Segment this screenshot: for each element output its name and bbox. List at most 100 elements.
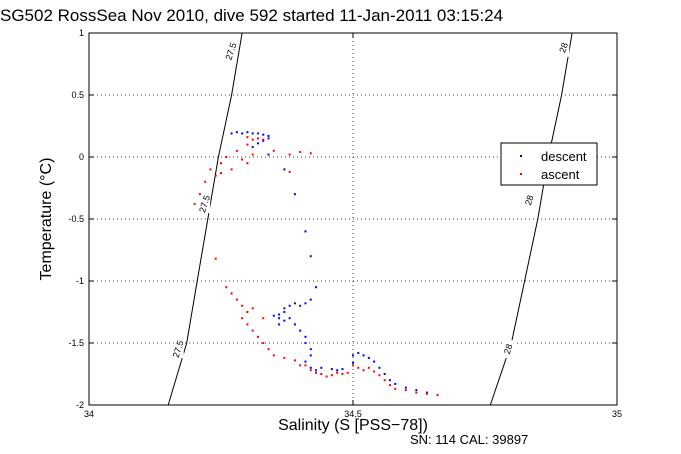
isopycnal-label: 28 (557, 41, 570, 54)
ascent-point (299, 364, 302, 367)
ascent-point (246, 136, 249, 139)
ascent-point (352, 364, 354, 367)
ascent-point (293, 359, 296, 362)
legend-box (500, 142, 598, 186)
descent-point (394, 382, 397, 385)
descent-point (315, 286, 318, 289)
descent-point (367, 356, 370, 359)
x-axis-label: Salinity (S [PSS−78]) (278, 417, 428, 434)
y-tick-label: -1 (76, 276, 84, 286)
descent-point (362, 354, 365, 357)
descent-point (272, 314, 275, 317)
isopycnal-label-bg (559, 38, 570, 57)
ascent-point (283, 356, 286, 359)
ascent-point (341, 373, 344, 375)
ascent-point (262, 317, 265, 320)
ascent-point (198, 193, 201, 196)
descent-point (283, 168, 286, 171)
ascent-point (214, 257, 217, 260)
descent-point (383, 373, 386, 375)
ascent-point (246, 162, 249, 165)
legend-marker (520, 173, 522, 175)
descent-point (309, 354, 312, 357)
descent-point (251, 146, 254, 149)
ascent-point (378, 374, 381, 377)
legend-marker (520, 155, 522, 157)
ascent-point (214, 174, 217, 177)
ascent-point (346, 371, 349, 374)
ascent-point (325, 375, 328, 378)
descent-point (378, 366, 381, 369)
descent-point (283, 307, 286, 310)
y-axis-label: Temperature (°C) (38, 157, 55, 281)
descent-point (278, 317, 281, 320)
x-tick-label: 34 (84, 409, 94, 419)
descent-point (262, 139, 265, 142)
ascent-point (373, 370, 376, 373)
ascent-point (436, 394, 439, 397)
ascent-point (256, 335, 259, 338)
descent-point (293, 302, 296, 305)
isopycnal-label-bg (503, 340, 514, 359)
ascent-point (204, 180, 207, 183)
descent-point (267, 137, 270, 140)
ascent-point (388, 384, 391, 387)
ascent-point (251, 307, 254, 310)
descent-point (278, 323, 281, 326)
descent-point (256, 132, 259, 135)
isopycnal-label-bg (200, 195, 211, 214)
descent-point (309, 348, 312, 351)
ascent-point (251, 138, 254, 141)
legend-label: ascent (541, 167, 580, 182)
descent-point (357, 351, 360, 354)
ascent-point (225, 156, 228, 158)
descent-point (283, 311, 286, 313)
ascent-point (262, 342, 265, 344)
y-tick-label: -1.5 (68, 338, 84, 348)
descent-point (309, 366, 312, 369)
descent-point (315, 369, 318, 372)
descent-point (299, 304, 302, 307)
ascent-point (246, 311, 249, 313)
y-tick-label: 1 (79, 28, 84, 38)
ascent-point (367, 366, 370, 369)
ascent-point (362, 369, 365, 372)
ascent-point (394, 387, 397, 390)
descent-point (309, 255, 312, 258)
ascent-point (267, 348, 270, 351)
descent-point (373, 360, 376, 363)
ascent-point (246, 143, 249, 146)
isopycnal-label-bg (173, 340, 184, 359)
descent-point (425, 391, 428, 394)
descent-point (304, 230, 307, 233)
ascent-point (230, 292, 233, 295)
ascent-point (262, 138, 265, 141)
descent-point (388, 379, 391, 382)
descent-point (262, 133, 265, 136)
x-tick-label: 35 (612, 409, 622, 419)
ascent-point (220, 162, 222, 165)
descent-point (267, 153, 270, 156)
descent-point (352, 361, 354, 364)
descent-point (288, 304, 291, 307)
ascent-point (251, 153, 254, 156)
descent-point (246, 131, 249, 134)
descent-point (304, 335, 307, 338)
descent-point (283, 319, 286, 322)
ascent-point (230, 168, 233, 171)
descent-point (278, 313, 281, 316)
ascent-point (309, 369, 312, 372)
descent-point (330, 368, 333, 371)
ascent-point (193, 203, 196, 206)
ascent-point (299, 151, 302, 154)
descent-point (230, 132, 233, 135)
descent-point (404, 386, 407, 389)
isopycnal-label-bg (524, 191, 535, 210)
descent-point (304, 302, 307, 305)
descent-point (336, 369, 339, 372)
ascent-point (235, 298, 238, 301)
ascent-point (272, 149, 275, 152)
ascent-point (425, 392, 428, 395)
ascent-point (309, 152, 312, 155)
descent-point (293, 323, 296, 326)
